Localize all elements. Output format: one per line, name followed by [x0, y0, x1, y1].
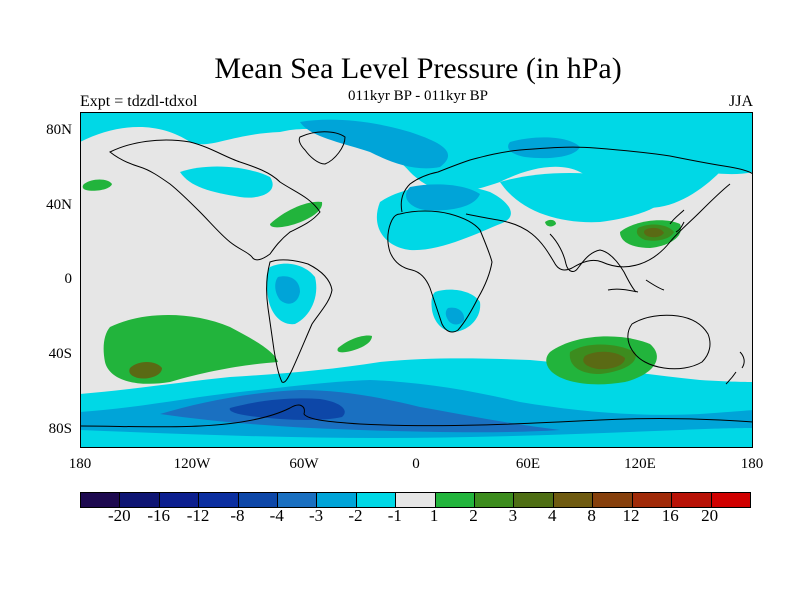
- colorbar-label: -16: [147, 506, 171, 525]
- lon-label-120e: 120E: [624, 456, 656, 472]
- colorbar-label: 2: [469, 506, 478, 525]
- coastline-australia: [627, 314, 711, 370]
- colorbar-swatch-5: [278, 493, 318, 507]
- lon-label-60e: 60E: [515, 456, 541, 472]
- colorbar-swatch-13: [593, 493, 633, 507]
- coastline-eurasia: [400, 146, 753, 271]
- chart-subtitle: 011kyr BP - 011kyr BP: [347, 88, 488, 104]
- contour-antarctic-neg1: [80, 428, 753, 448]
- colorbar-label: 3: [508, 506, 518, 525]
- experiment-label: Expt = tdzdl-tdxol: [80, 93, 198, 110]
- colorbar-swatch-16: [711, 493, 750, 507]
- colorbar-swatch-1: [120, 493, 160, 507]
- colorbar-swatch-11: [514, 493, 554, 507]
- colorbar-swatch-15: [672, 493, 712, 507]
- contour-mediterranean-neg2: [405, 184, 480, 211]
- colorbar-swatch-3: [199, 493, 239, 507]
- contour-siberia-neg1: [500, 172, 666, 223]
- map-border: [80, 112, 753, 448]
- contour-southern-neg3: [160, 390, 560, 433]
- contour-spacific-pos2: [129, 362, 162, 379]
- coastline-new-zealand: [725, 351, 745, 385]
- colorbar-label: -4: [269, 506, 284, 525]
- contour-canada-neg1: [180, 166, 273, 198]
- colorbar-swatch-14: [632, 493, 673, 507]
- contour-arctic-neg2b: [508, 137, 580, 159]
- lon-label-60w: 60W: [289, 456, 319, 472]
- coastlines: [80, 131, 753, 428]
- lon-label-180e: 180: [740, 456, 764, 472]
- contour-samerica-neg2: [275, 276, 300, 304]
- colorbar-label: 16: [661, 506, 679, 525]
- contour-npacific-pos1: [82, 179, 112, 191]
- colorbar-swatch-7: [356, 493, 397, 507]
- colorbar-label: -2: [348, 506, 363, 525]
- colorbar-label: 12: [622, 506, 640, 525]
- contour-japan-pos3: [643, 227, 664, 238]
- colorbar-swatch-6: [317, 493, 357, 507]
- coastline-greenland: [298, 131, 346, 165]
- colorbar-swatch-2: [159, 493, 200, 507]
- colorbar-label: -20: [108, 506, 131, 525]
- contour-arabia-pos1: [545, 219, 556, 227]
- contour-indian-pos3: [583, 351, 625, 370]
- season-label: JJA: [728, 93, 753, 110]
- colorbar-swatch-4: [238, 493, 279, 507]
- coastline-japan: [669, 209, 685, 233]
- colorbar-swatch-10: [475, 493, 515, 507]
- lat-label-40s: 40S: [48, 346, 72, 362]
- colorbar-label: -12: [186, 506, 210, 525]
- coastline-north-america: [109, 139, 321, 261]
- lat-label-80s: 80S: [48, 421, 72, 437]
- chart-title: Mean Sea Level Pressure (in hPa): [214, 52, 622, 85]
- contour-natlantic-pos1: [270, 201, 323, 228]
- colorbar-label: 8: [587, 506, 596, 525]
- coastline-south-asia: [549, 233, 637, 293]
- lat-label-80n: 80N: [46, 122, 72, 138]
- lat-label-0: 0: [64, 271, 73, 287]
- lon-label-120w: 120W: [173, 456, 211, 472]
- colorbar-swatch-8: [396, 493, 436, 507]
- coastline-africa: [387, 210, 493, 333]
- lat-label-40n: 40N: [46, 197, 72, 213]
- colorbar-swatch-12: [553, 493, 594, 507]
- colorbar-label: 1: [429, 506, 439, 525]
- colorbar-label: 4: [547, 506, 557, 525]
- colorbar-label: -3: [309, 506, 324, 525]
- contour-safrica-neg2: [445, 307, 465, 325]
- coastline-south-america: [266, 259, 333, 383]
- coastline-indonesia: [607, 279, 665, 293]
- contour-arctic-neg2: [300, 119, 449, 169]
- colorbar-label: -1: [387, 506, 402, 525]
- colorbar-swatch-0: [81, 493, 121, 507]
- coastline-antarctica: [80, 404, 753, 428]
- colorbar-swatch-9: [435, 493, 476, 507]
- colorbar-label: 20: [701, 506, 719, 525]
- lon-label-180w: 180: [68, 456, 92, 472]
- lon-label-0: 0: [412, 456, 420, 472]
- colorbar: [80, 492, 751, 508]
- pressure-anomaly-map: [80, 112, 753, 448]
- contour-satlantic-pos1: [337, 335, 372, 353]
- colorbar-label: -8: [230, 506, 245, 525]
